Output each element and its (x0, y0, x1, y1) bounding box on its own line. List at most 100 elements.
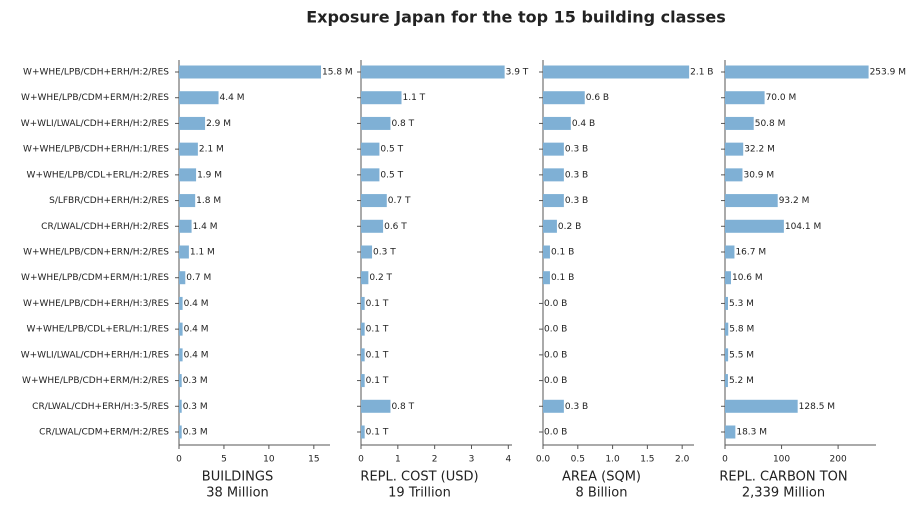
bar (361, 296, 365, 310)
value-label: 0.1 T (366, 325, 389, 335)
value-label: 0.1 T (366, 428, 389, 438)
bar (543, 271, 550, 285)
x-tick-label: 1.5 (640, 455, 654, 465)
bar (361, 116, 391, 130)
x-tick-label: 200 (830, 455, 847, 465)
bar (543, 219, 557, 233)
bar (361, 348, 365, 362)
x-tick-label: 0.0 (536, 455, 551, 465)
value-label: 0.3 B (565, 170, 588, 180)
y-tick-label: CR/LWAL/CDH+ERH/H:2/RES (41, 222, 169, 232)
bar (543, 168, 564, 182)
value-label: 70.0 M (766, 93, 797, 103)
bar (179, 142, 198, 156)
value-label: 0.4 B (572, 119, 595, 129)
value-label: 10.6 M (732, 273, 763, 283)
bar (725, 65, 869, 79)
value-label: 0.4 M (184, 299, 209, 309)
bar (725, 116, 754, 130)
value-label: 0.1 B (551, 248, 574, 258)
bar (543, 245, 550, 259)
bar (179, 116, 206, 130)
value-label: 0.7 M (186, 273, 211, 283)
bar (179, 322, 183, 336)
bar (179, 219, 192, 233)
bar (179, 168, 197, 182)
value-label: 2.1 B (690, 68, 713, 78)
bar (543, 65, 690, 79)
bar (361, 271, 369, 285)
value-label: 0.0 B (544, 376, 567, 386)
x-axis-note: 19 Trillion (388, 486, 451, 501)
value-label: 18.3 M (736, 428, 767, 438)
bar (179, 65, 322, 79)
bar (725, 168, 743, 182)
bar (361, 65, 505, 79)
bar (543, 91, 585, 105)
value-label: 0.4 M (184, 350, 209, 360)
value-label: 0.0 B (544, 428, 567, 438)
y-tick-label: W+WLI/LWAL/CDH+ERH/H:1/RES (21, 350, 170, 360)
bar (179, 245, 189, 259)
value-label: 253.9 M (870, 68, 906, 78)
bar (543, 194, 564, 208)
value-label: 0.1 T (366, 350, 389, 360)
bar (361, 194, 387, 208)
value-label: 128.5 M (799, 402, 835, 412)
value-label: 1.1 T (403, 93, 426, 103)
x-axis-label: BUILDINGS (202, 470, 273, 485)
value-label: 5.8 M (729, 325, 754, 335)
value-label: 1.8 M (196, 196, 221, 206)
value-label: 0.3 B (565, 196, 588, 206)
value-label: 1.1 M (190, 248, 215, 258)
bar (725, 348, 729, 362)
value-label: 0.8 T (391, 402, 414, 412)
value-label: 0.3 M (183, 402, 208, 412)
x-tick-label: 5 (221, 455, 227, 465)
value-label: 0.4 M (184, 325, 209, 335)
value-label: 104.1 M (785, 222, 821, 232)
x-axis-note: 8 Billion (576, 486, 628, 501)
bar (361, 142, 380, 156)
y-tick-label: W+WHE/LPB/CDM+ERM/H:1/RES (21, 273, 169, 283)
value-label: 0.1 T (366, 376, 389, 386)
y-tick-label: W+WLI/LWAL/CDH+ERH/H:2/RES (21, 119, 170, 129)
value-label: 93.2 M (779, 196, 810, 206)
x-tick-label: 3 (469, 455, 475, 465)
y-tick-label: W+WHE/LPB/CDM+ERM/H:2/RES (21, 93, 169, 103)
x-axis-label: REPL. CARBON TON (719, 470, 847, 485)
value-label: 1.9 M (197, 170, 222, 180)
bar (725, 194, 778, 208)
value-label: 0.1 B (551, 273, 574, 283)
value-label: 2.1 M (199, 145, 224, 155)
x-tick-label: 1 (395, 455, 401, 465)
value-label: 15.8 M (322, 68, 353, 78)
value-label: 50.8 M (755, 119, 786, 129)
bar (725, 296, 728, 310)
bar (179, 399, 182, 413)
x-tick-label: 1.0 (605, 455, 620, 465)
bar (361, 168, 380, 182)
x-tick-label: 0 (176, 455, 182, 465)
bar (543, 116, 571, 130)
value-label: 30.9 M (743, 170, 774, 180)
bar (543, 142, 564, 156)
x-tick-label: 10 (263, 455, 275, 465)
y-tick-label: W+WHE/LPB/CDH+ERH/H:2/RES (23, 68, 169, 78)
x-tick-label: 100 (773, 455, 790, 465)
value-label: 5.2 M (729, 376, 754, 386)
x-axis-note: 2,339 Million (742, 486, 825, 501)
value-label: 0.5 T (380, 145, 403, 155)
value-label: 0.3 B (565, 145, 588, 155)
y-tick-label: CR/LWAL/CDH+ERH/H:3-5/RES (32, 402, 169, 412)
bar (361, 219, 384, 233)
chart-title: Exposure Japan for the top 15 building c… (306, 8, 726, 27)
value-label: 2.9 M (206, 119, 231, 129)
x-tick-label: 2.0 (675, 455, 690, 465)
x-tick-label: 0.5 (571, 455, 585, 465)
bar (361, 322, 365, 336)
y-tick-label: CR/LWAL/CDM+ERM/H:2/RES (39, 428, 169, 438)
x-tick-label: 0 (358, 455, 364, 465)
value-label: 0.8 T (391, 119, 414, 129)
